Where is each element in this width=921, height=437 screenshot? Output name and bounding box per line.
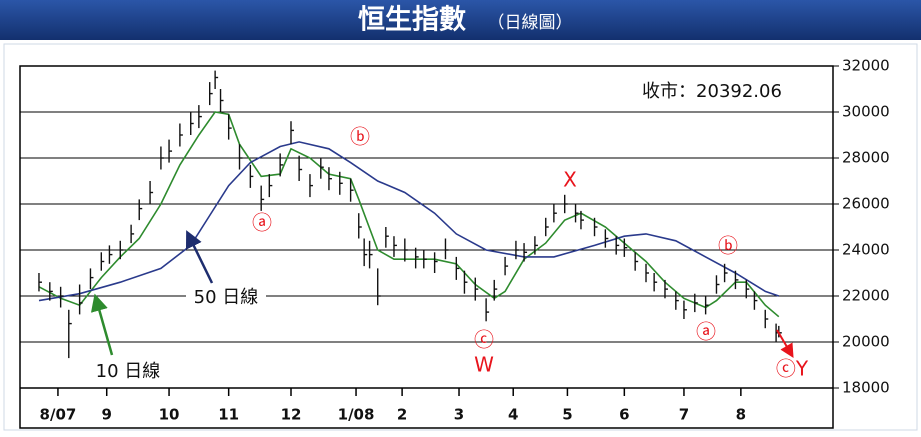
annotation: ⓒY bbox=[776, 357, 809, 381]
ma10-label-bg bbox=[88, 360, 168, 384]
y-tick-label: 26000 bbox=[842, 195, 890, 213]
x-tick-label: 6 bbox=[619, 406, 629, 424]
y-tick-label: 22000 bbox=[842, 287, 890, 305]
x-tick-label: 10 bbox=[159, 406, 180, 424]
x-tick-label: 9 bbox=[102, 406, 112, 424]
annotation: ⓑ bbox=[718, 234, 738, 258]
title-bar bbox=[0, 0, 921, 40]
ma10-arrow bbox=[90, 293, 114, 356]
annotation: ⓐ bbox=[252, 211, 272, 235]
moving-average-line bbox=[38, 111, 780, 318]
chart-title: 恒生指數 bbox=[358, 5, 466, 36]
annotation: X bbox=[563, 168, 577, 192]
x-tick-label: 8/07 bbox=[40, 406, 77, 424]
moving-averages bbox=[38, 111, 780, 318]
annotation: ⓒ bbox=[474, 328, 494, 352]
annotation: ⓐ bbox=[696, 320, 716, 344]
chart-subtitle: （日線圖） bbox=[488, 13, 573, 33]
x-tick-label: 12 bbox=[281, 406, 302, 424]
ma50-label: 50 日線 bbox=[194, 287, 259, 308]
ma10-label: 10 日線 bbox=[96, 361, 161, 382]
close-label-bg bbox=[630, 78, 800, 106]
x-tick-label: 1/08 bbox=[338, 406, 375, 424]
close-label: 收市：20392.06 bbox=[642, 81, 782, 102]
x-tick-label: 7 bbox=[679, 406, 689, 424]
y-tick-label: 32000 bbox=[842, 57, 890, 75]
y-tick-label: 30000 bbox=[842, 103, 890, 121]
price-bars bbox=[38, 70, 782, 359]
x-tick-label: 4 bbox=[508, 406, 518, 424]
y-tick-label: 18000 bbox=[842, 379, 890, 397]
y-tick-label: 24000 bbox=[842, 241, 890, 259]
y-tick-label: 28000 bbox=[842, 149, 890, 167]
grid bbox=[20, 111, 833, 343]
x-tick-label: 5 bbox=[562, 406, 572, 424]
annotation: W bbox=[474, 353, 494, 377]
ma50-label-bg bbox=[186, 286, 266, 310]
x-tick-label: 11 bbox=[218, 406, 239, 424]
wave-arrow bbox=[776, 329, 794, 359]
ma50-arrow bbox=[185, 230, 214, 284]
x-tick-label: 2 bbox=[397, 406, 407, 424]
axes: 18000 20000 22000 24000 26000 28000 30000 32000… bbox=[40, 57, 890, 424]
plot-frame bbox=[19, 65, 834, 429]
x-tick-label: 3 bbox=[454, 406, 464, 424]
x-tick-label: 8 bbox=[736, 406, 746, 424]
outer-frame bbox=[3, 43, 918, 431]
y-tick-label: 20000 bbox=[842, 333, 890, 351]
annotation: ⓑ bbox=[350, 125, 370, 149]
